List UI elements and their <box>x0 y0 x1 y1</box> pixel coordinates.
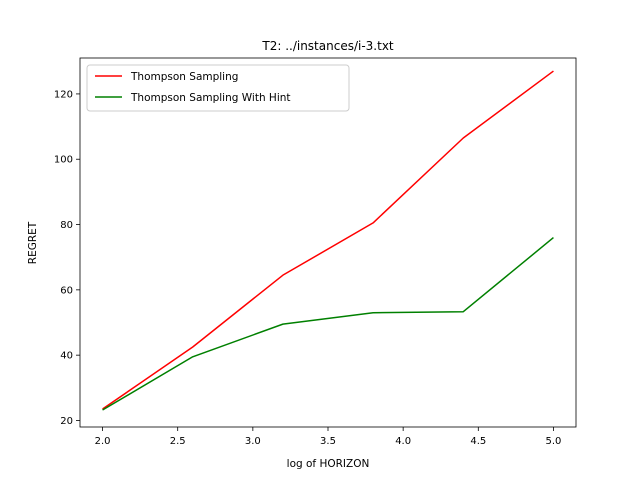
x-tick-label: 3.0 <box>245 436 261 447</box>
y-tick-label: 40 <box>60 351 73 362</box>
y-tick-label: 20 <box>60 416 73 427</box>
x-axis-label: log of HORIZON <box>287 458 370 470</box>
x-tick-label: 4.5 <box>470 436 486 447</box>
y-axis-label: REGRET <box>27 221 39 264</box>
y-axis-ticks: 20 40 60 80 100 120 <box>54 89 80 427</box>
series-line-thompson-sampling <box>102 70 554 410</box>
series-line-thompson-sampling-with-hint <box>102 237 554 411</box>
chart-title: T2: ../instances/i-3.txt <box>261 39 394 53</box>
legend-box <box>86 64 350 112</box>
y-tick-label: 60 <box>60 285 73 296</box>
y-tick-label: 100 <box>54 155 73 166</box>
plot-area <box>79 57 577 428</box>
series-lines <box>102 70 554 411</box>
x-tick-label: 2.5 <box>170 436 186 447</box>
x-axis-ticks: 2.0 2.5 3.0 3.5 4.0 4.5 5.0 <box>95 427 562 447</box>
y-tick-label: 120 <box>54 89 73 100</box>
legend-label-thompson-sampling: Thompson Sampling <box>130 71 238 83</box>
x-tick-label: 5.0 <box>546 436 562 447</box>
x-tick-label: 2.0 <box>95 436 111 447</box>
legend: Thompson Sampling Thompson Sampling With… <box>86 64 350 112</box>
y-tick-label: 80 <box>60 220 73 231</box>
x-tick-label: 4.0 <box>395 436 411 447</box>
x-tick-label: 3.5 <box>320 436 336 447</box>
legend-label-thompson-sampling-with-hint: Thompson Sampling With Hint <box>130 92 291 104</box>
